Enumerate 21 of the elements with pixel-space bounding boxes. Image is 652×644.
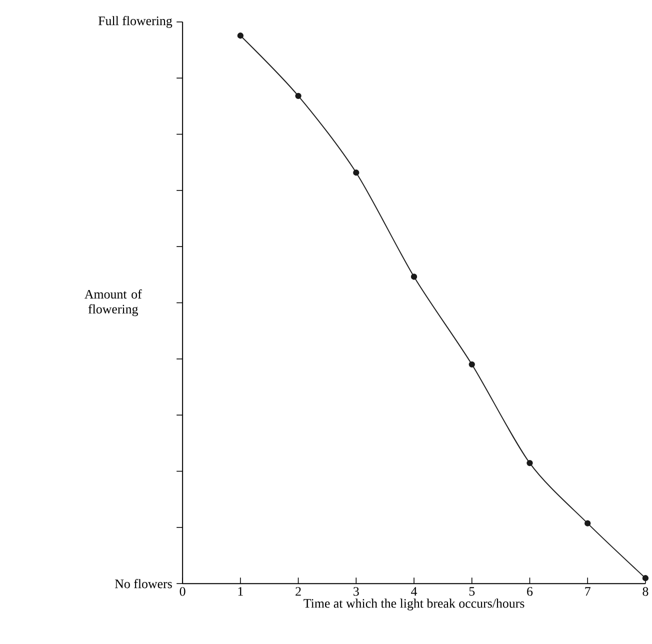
x-tick-label: 2 [296, 586, 301, 596]
point [353, 169, 360, 176]
point [642, 574, 649, 581]
x-tick-label: 3 [354, 586, 359, 596]
point [295, 92, 302, 99]
point [410, 273, 418, 280]
point [584, 520, 591, 526]
text: Full flowering [98, 16, 172, 28]
point [468, 361, 475, 368]
text: No flowers [114, 578, 172, 588]
point [237, 32, 244, 38]
x-axis-title: Time at which the light break occurs/hours [304, 598, 524, 610]
y-axis-title: Amount of flowering [84, 289, 142, 316]
x-tick-label: 8 [642, 586, 648, 596]
point [526, 460, 533, 466]
x-tick-label: 6 [527, 586, 533, 596]
x-tick-label: 4 [411, 586, 418, 596]
x-tick-label: 0 [180, 586, 186, 596]
x-tick-label: 7 [585, 586, 590, 596]
x-tick-label: 5 [469, 586, 475, 596]
x-tick-label: 1 [238, 586, 243, 596]
